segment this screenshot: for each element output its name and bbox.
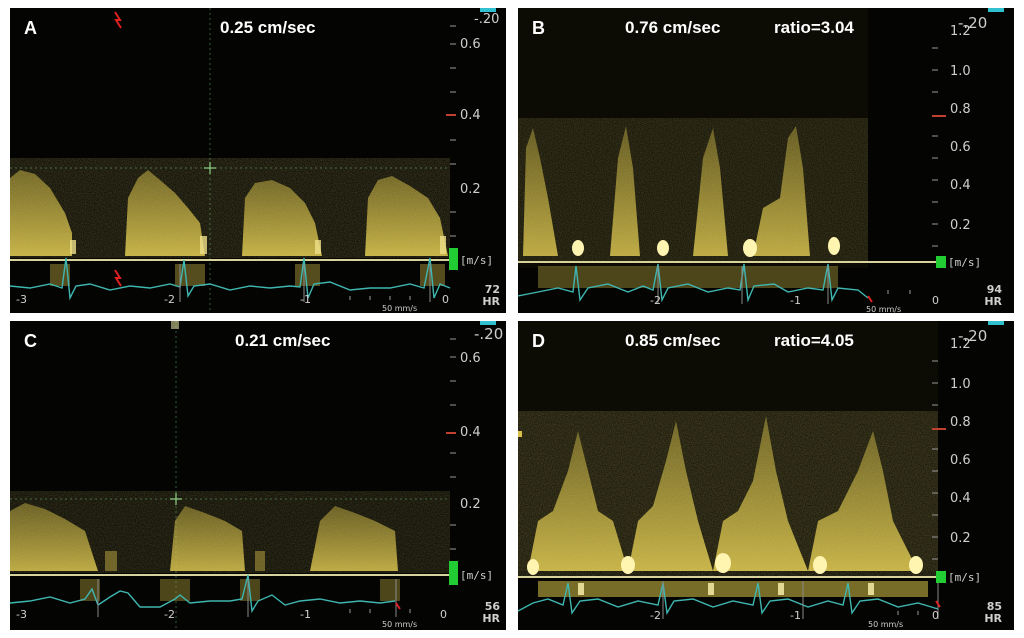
doppler-panel-d: D 0.85 cm/sec ratio=4.05 -.20 1.2 1.0 0.… [518,321,1014,630]
scale-label: 0.6 [950,140,971,155]
scale-label: 0.6 [950,453,971,468]
scale-label: -.20 [474,12,500,27]
time-tick: 0 [440,608,447,621]
hr-value: 56 [484,600,500,613]
time-tick: -1 [790,294,801,307]
sweep-speed: 50 mm/s [382,304,418,313]
velocity-label: 0.25 cm/sec [220,18,316,37]
scale-label: -.20 [958,327,988,345]
velocity-marker-d [936,571,946,583]
doppler-spectrum-d [518,321,1004,619]
time-tick: -1 [300,608,311,621]
panel-letter: C [24,331,37,351]
heart-rate: 94 HR [974,284,1002,308]
hr-value: 85 [986,600,1002,613]
panel-letter: A [24,18,37,38]
hr-value: 94 [986,283,1002,296]
doppler-panel-a: A 0.25 cm/sec -.20 0.6 0.4 0.2 [m/s] -3 … [10,8,506,313]
scale-label: -.20 [474,325,504,343]
unit-label: [m/s] [948,571,982,584]
scale-label: 0.4 [460,425,481,440]
hr-label: HR [984,612,1002,625]
velocity-marker-b [936,256,946,268]
doppler-spectrum-c [10,321,496,630]
time-tick: 0 [932,609,939,622]
doppler-panel-b: B 0.76 cm/sec ratio=3.04 -.20 1.2 1.0 0.… [518,8,1014,313]
time-tick: -3 [16,608,27,621]
time-tick: 0 [932,294,939,307]
ratio-label: ratio=4.05 [774,331,854,350]
time-tick: -1 [790,609,801,622]
scale-label: 1.0 [950,64,971,79]
scale-label: 0.6 [460,37,481,52]
hr-label: HR [984,295,1002,308]
panel-letter: D [532,331,545,351]
heart-rate: 85 HR [974,601,1002,625]
unit-label: [m/s] [460,569,494,582]
hr-label: HR [482,612,500,625]
scale-label: 0.4 [950,178,971,193]
velocity-marker-c [449,561,458,585]
sweep-speed: 50 mm/s [868,620,904,629]
scale-label: 1.2 [950,24,971,39]
scale-label: 0.6 [460,351,481,366]
hr-label: HR [482,295,500,308]
time-tick: -3 [16,293,27,306]
sweep-speed: 50 mm/s [382,620,418,629]
time-tick: 0 [442,293,449,306]
scale-label: 0.2 [950,531,971,546]
time-tick: -2 [650,294,661,307]
time-tick: -2 [650,609,661,622]
scale-label: 0.4 [460,108,481,123]
doppler-panel-c: C 0.21 cm/sec -.20 0.6 0.4 0.2 [m/s] -3 … [10,321,506,630]
heart-rate: 56 HR [472,601,500,625]
scale-label: 0.2 [950,218,971,233]
unit-label: [m/s] [948,256,982,269]
scale-label: 0.8 [950,415,971,430]
doppler-spectrum-a [10,8,496,313]
velocity-label: 0.76 cm/sec [625,18,721,37]
velocity-label: 0.85 cm/sec [625,331,721,350]
doppler-spectrum-b [518,8,1004,304]
scale-label: 0.8 [950,102,971,117]
panel-letter: B [532,18,545,38]
unit-label: [m/s] [460,254,494,267]
hr-value: 72 [484,283,500,296]
scale-label: 1.2 [950,337,971,352]
time-tick: -2 [164,293,175,306]
scale-label: 0.4 [950,491,971,506]
sweep-speed: 50 mm/s [866,305,902,313]
scale-label: 0.2 [460,182,481,197]
scale-label: -.20 [958,14,988,32]
velocity-marker-a [449,248,458,270]
scale-label: 0.2 [460,497,481,512]
scale-label: 1.0 [950,377,971,392]
velocity-label: 0.21 cm/sec [235,331,331,350]
time-tick: -1 [300,293,311,306]
time-tick: -2 [164,608,175,621]
heart-rate: 72 HR [472,284,500,308]
ratio-label: ratio=3.04 [774,18,854,37]
